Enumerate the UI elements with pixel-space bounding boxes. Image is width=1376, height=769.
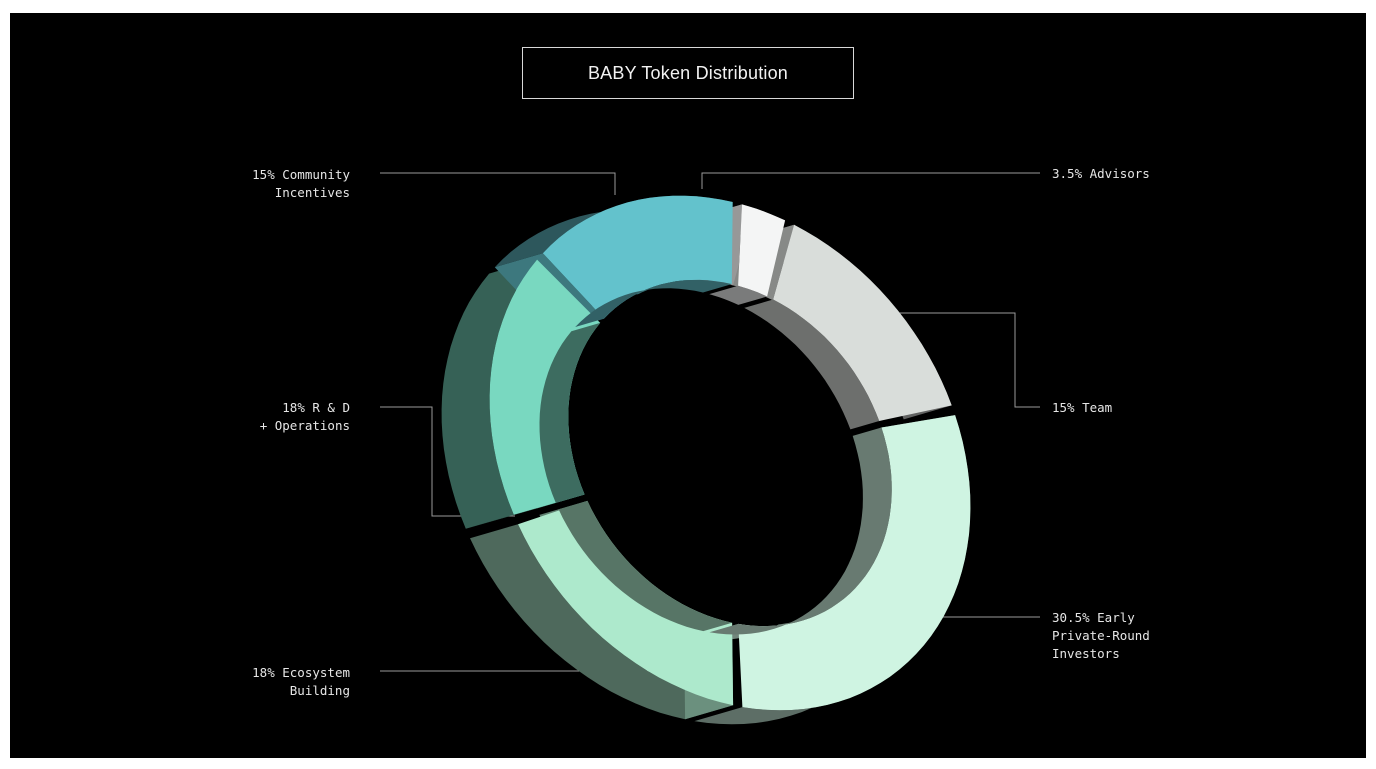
leader-line-team: [890, 312, 1040, 408]
slice-outer-wall-r-d-operations: [441, 259, 538, 529]
slice-early-private-round-investors: [738, 415, 971, 711]
slice-inner-shade-r-d-operations: [539, 322, 601, 503]
donut-ring: [441, 195, 971, 725]
label-community-incentives: 15% Community Incentives: [252, 167, 350, 200]
chart-title: BABY Token Distribution: [587, 62, 789, 83]
label-ecosystem-building: 18% Ecosystem Building: [252, 665, 350, 698]
slice-inner-shade-ecosystem-building: [558, 500, 733, 632]
label-advisors: 3.5% Advisors: [1052, 166, 1150, 181]
donut-hole: [569, 280, 891, 626]
chart-title-box: BABY Token Distribution: [522, 47, 854, 99]
slice-inner-shade-team: [744, 299, 880, 430]
slice-team: [773, 224, 952, 421]
label-team: 15% Team: [1052, 400, 1113, 415]
chart-frame: BABY Token Distribution 15% Community In…: [10, 13, 1366, 758]
slice-end-wall-r-d-operations: [465, 494, 585, 529]
slice-inner-shade-advisors: [709, 285, 768, 305]
leader-line-advisors: [701, 172, 1040, 189]
slice-outer-wall-ecosystem-building: [470, 524, 734, 720]
slice-inner-shade-community-incentives: [575, 279, 732, 327]
slice-community-incentives: [542, 195, 733, 319]
slice-ecosystem-building: [518, 500, 734, 706]
label-rd-operations: 18% R & D + Operations: [259, 400, 350, 433]
slice-advisors: [738, 204, 786, 297]
label-early-private-round-investors: 30.5% Early Private-Round Investors: [1052, 610, 1150, 661]
leader-line-community-incentives: [380, 172, 616, 195]
slice-inner-shade-early-private-round-investors: [709, 427, 892, 635]
donut-chart: [380, 172, 1040, 725]
